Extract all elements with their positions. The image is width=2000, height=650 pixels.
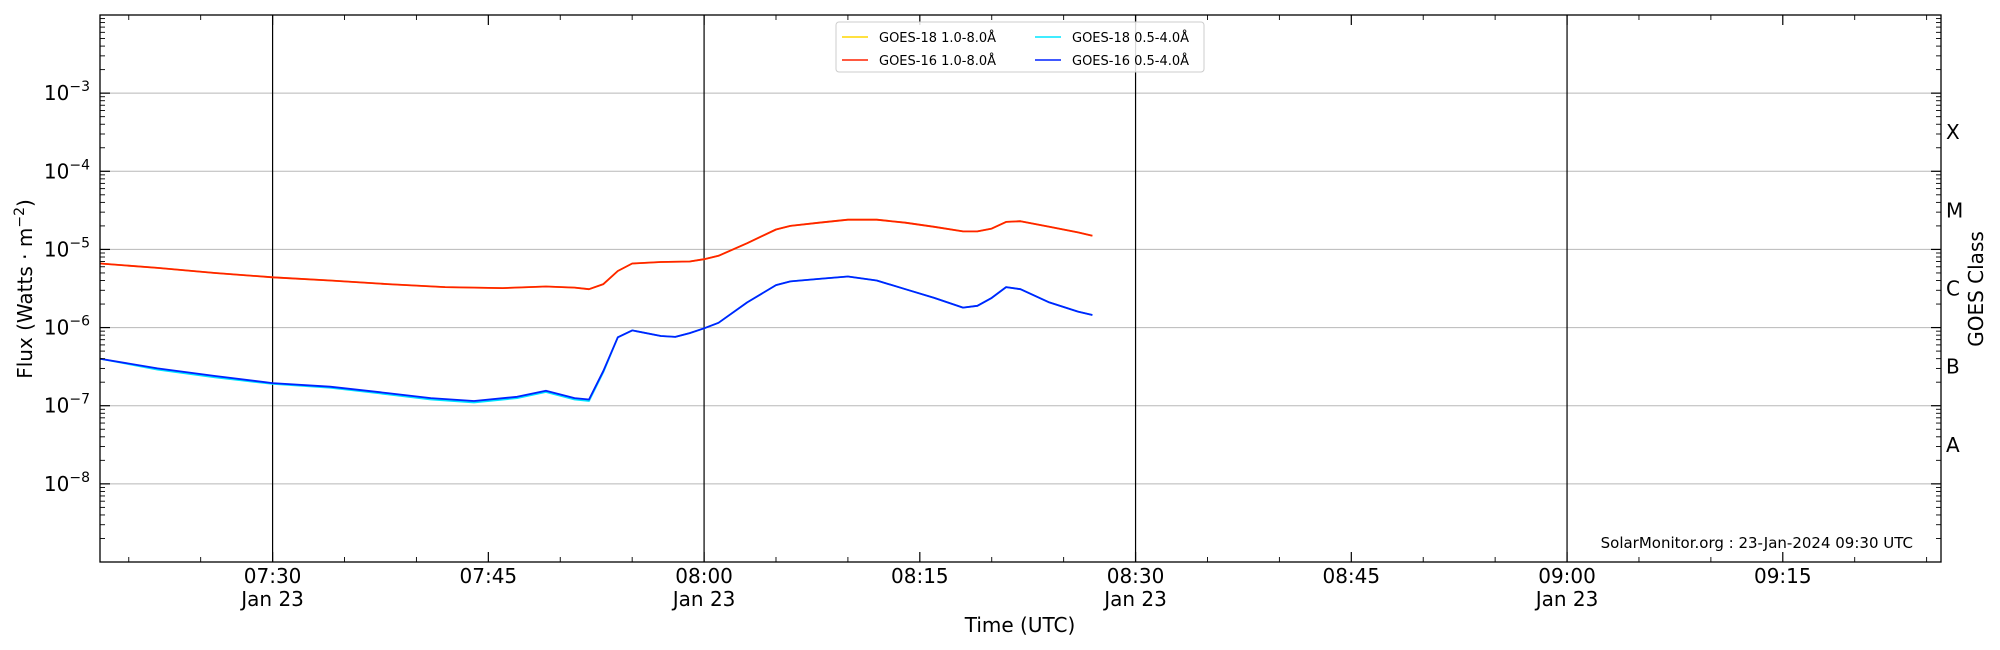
grid-lines — [100, 92, 1941, 485]
x-tick-label-5: 08:45 — [1322, 564, 1380, 588]
x-tick-label-2: 08:00 — [675, 564, 733, 588]
x-axis-title: Time (UTC) — [964, 613, 1076, 637]
legend-box — [835, 21, 1205, 73]
x-tick-label-7: 09:15 — [1754, 564, 1812, 588]
y-tick-label-0: 10−8 — [44, 470, 90, 496]
series-line-goes-16-0-5-4-0- — [99, 275, 1093, 402]
y-tick-label-1: 10−7 — [44, 392, 90, 418]
x-tick-label-4: 08:30 — [1107, 564, 1165, 588]
x-tick-date-6: Jan 23 — [1534, 587, 1599, 611]
legend-label-goes18-short: GOES-18 0.5-4.0Å — [1072, 30, 1189, 46]
legend-label-goes18-long: GOES-18 1.0-8.0Å — [879, 30, 996, 46]
goes-class-label-c: C — [1946, 277, 1960, 301]
x-tick-date-4: Jan 23 — [1102, 587, 1167, 611]
x-tick-label-0: 07:30 — [244, 564, 302, 588]
y-axis-ticks: 10−8 10−7 10−6 10−5 10−4 10−3 — [44, 18, 1941, 539]
goes-class-labels: A B C M X — [1946, 120, 1963, 457]
y-tick-label-4: 10−4 — [44, 157, 90, 183]
goes-class-label-x: X — [1946, 120, 1960, 144]
y-tick-label-5: 10−3 — [44, 79, 90, 105]
goes-class-label-a: A — [1946, 433, 1960, 457]
legend-label-goes16-long: GOES-16 1.0-8.0Å — [879, 53, 996, 69]
x-tick-label-3: 08:15 — [891, 564, 949, 588]
x-tick-label-6: 09:00 — [1538, 564, 1596, 588]
y-tick-label-2: 10−6 — [44, 314, 90, 340]
credit-text: SolarMonitor.org : 23-Jan-2024 09:30 UTC — [1601, 534, 1913, 552]
legend-label-goes16-short: GOES-16 0.5-4.0Å — [1072, 53, 1189, 69]
plot-frame — [99, 14, 1942, 563]
y-tick-label-3: 10−5 — [44, 235, 90, 261]
series-line-goes-16-1-0-8-0- — [99, 218, 1093, 291]
x-tick-date-2: Jan 23 — [671, 587, 736, 611]
y-axis-title-exponent: −2 — [12, 207, 28, 228]
goes-class-axis-title: GOES Class — [1964, 231, 1988, 347]
series-lines — [99, 218, 1093, 404]
day-boundary-lines — [271, 15, 1568, 562]
goes-class-label-b: B — [1946, 355, 1960, 379]
x-tick-date-0: Jan 23 — [239, 587, 304, 611]
goes-class-label-m: M — [1946, 198, 1963, 222]
x-tick-label-1: 07:45 — [460, 564, 518, 588]
legend: GOES-18 1.0-8.0Å GOES-18 0.5-4.0Å GOES-1… — [835, 21, 1205, 73]
y-axis-title: Flux (Watts · m−2) — [12, 199, 37, 379]
